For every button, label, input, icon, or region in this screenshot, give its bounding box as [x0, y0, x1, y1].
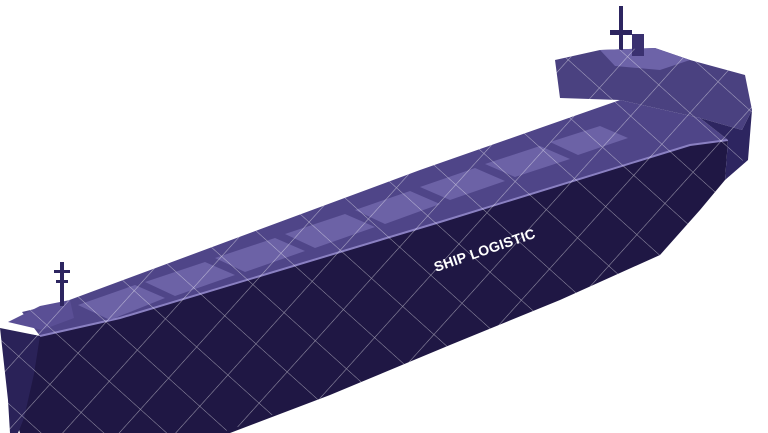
main-mast [610, 6, 644, 56]
foremast [54, 262, 70, 306]
